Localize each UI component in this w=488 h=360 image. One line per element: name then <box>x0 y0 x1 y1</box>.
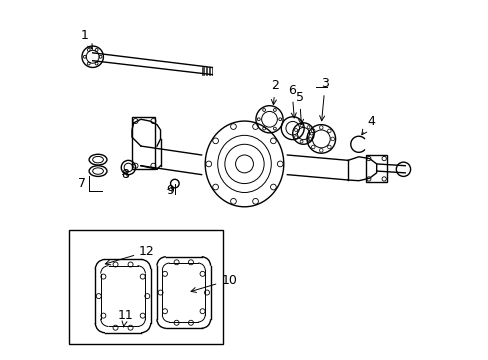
Text: 8: 8 <box>121 168 129 181</box>
Text: 4: 4 <box>361 114 375 135</box>
Text: 2: 2 <box>271 79 279 105</box>
Text: 7: 7 <box>78 177 86 190</box>
Text: 1: 1 <box>80 29 92 49</box>
Text: 12: 12 <box>105 245 155 265</box>
Text: 6: 6 <box>287 84 296 118</box>
Text: 5: 5 <box>295 91 303 124</box>
Text: 3: 3 <box>319 77 328 121</box>
Text: 11: 11 <box>118 309 133 327</box>
Bar <box>69 230 223 344</box>
Text: 10: 10 <box>191 274 237 292</box>
Text: 9: 9 <box>165 184 173 197</box>
Bar <box>365 155 386 182</box>
Bar <box>132 117 155 169</box>
